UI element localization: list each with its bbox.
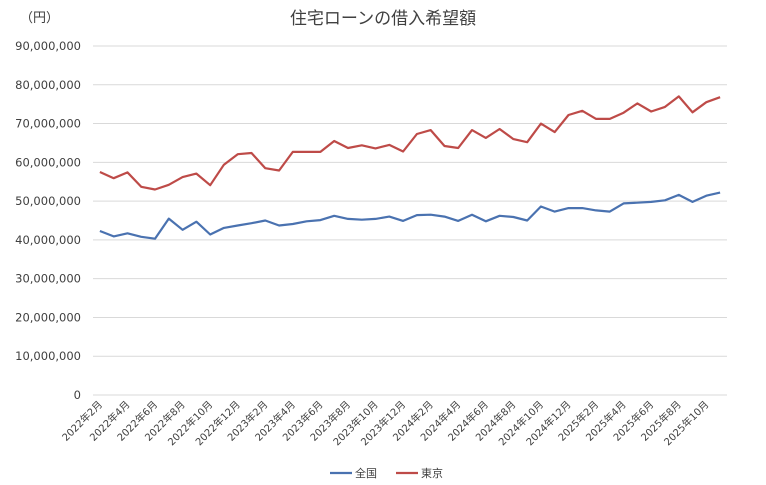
y-tick-label: 20,000,000 <box>15 310 81 324</box>
gridlines <box>93 45 727 396</box>
legend: 全国 東京 <box>330 466 443 480</box>
y-tick-label: 80,000,000 <box>15 78 81 92</box>
y-axis-unit-label: （円） <box>20 11 59 26</box>
y-tick-label: 0 <box>74 388 81 402</box>
x-axis-ticks: 2022年2月2022年4月2022年6月2022年8月2022年10月2022… <box>59 398 711 448</box>
y-tick-label: 60,000,000 <box>15 155 81 169</box>
y-tick-label: 40,000,000 <box>15 233 81 247</box>
series-line-tokyo <box>99 95 721 191</box>
y-tick-label: 30,000,000 <box>15 272 81 286</box>
chart-title: 住宅ローンの借入希望額 <box>290 9 476 29</box>
legend-label: 全国 <box>355 466 377 480</box>
y-axis-ticks: 0 10,000,000 20,000,000 30,000,000 40,000,00… <box>15 39 81 402</box>
series-lines <box>99 95 721 240</box>
y-tick-label: 50,000,000 <box>15 194 81 208</box>
y-tick-label: 70,000,000 <box>15 117 81 131</box>
legend-label: 東京 <box>421 466 443 480</box>
y-tick-label: 10,000,000 <box>15 349 81 363</box>
y-tick-label: 90,000,000 <box>15 39 81 53</box>
series-line-national <box>99 191 721 240</box>
